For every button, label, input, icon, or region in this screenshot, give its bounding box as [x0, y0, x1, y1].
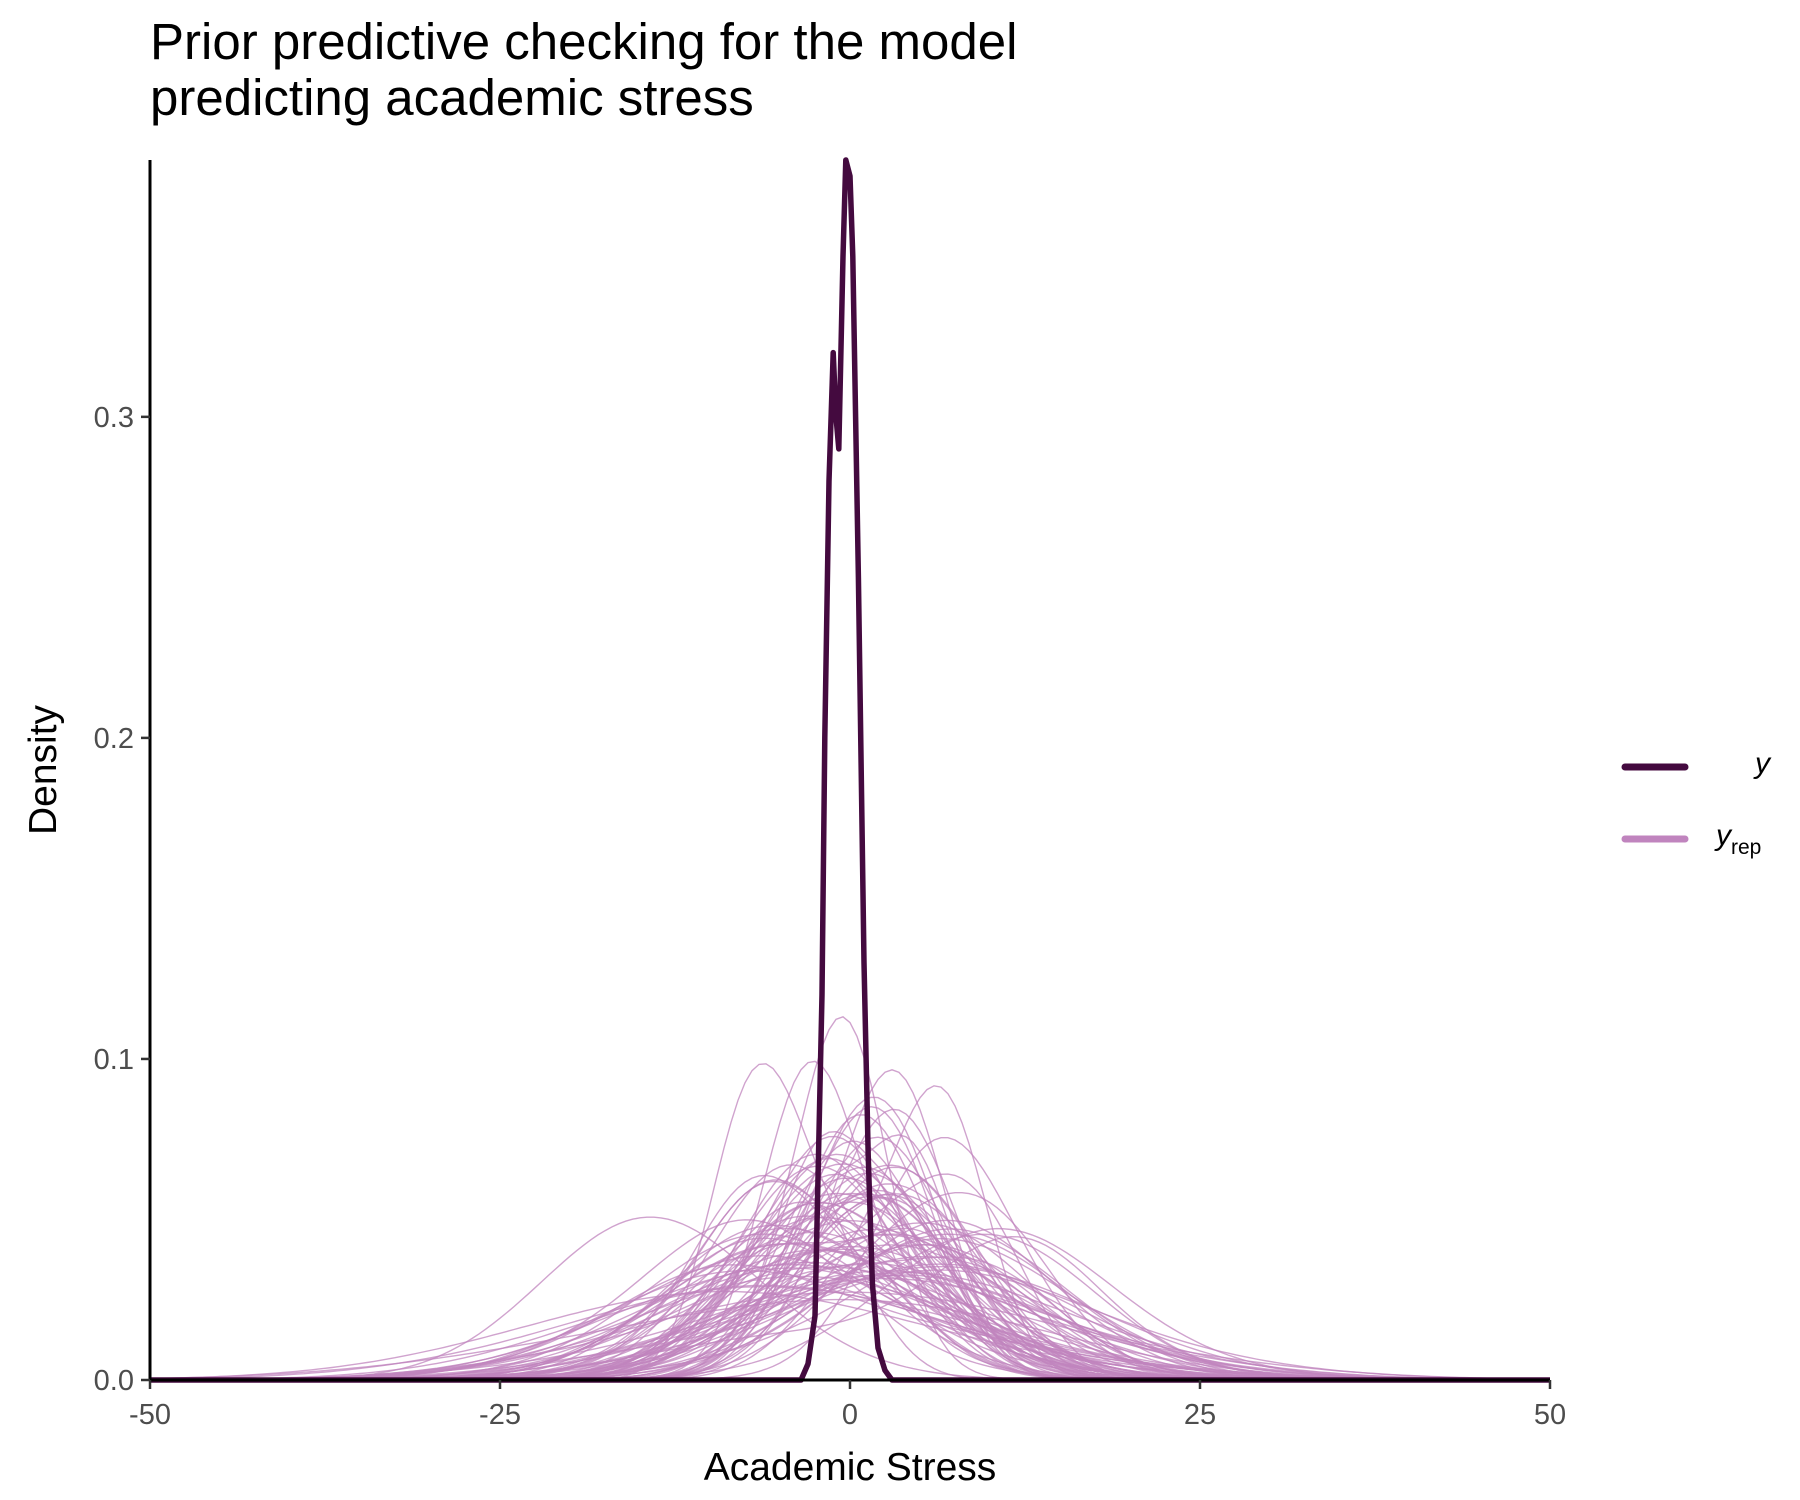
legend-label-yrep-base: y — [1714, 819, 1733, 852]
y-tick-label: 0.3 — [94, 402, 134, 434]
legend: y yrep — [1621, 747, 1772, 859]
yrep-density-curve — [150, 1196, 1550, 1381]
x-tick-label: -50 — [129, 1399, 171, 1431]
y-tick-label: 0.0 — [94, 1365, 134, 1397]
y-tick-label: 0.2 — [94, 723, 134, 755]
yrep-density-curve — [149, 1285, 1550, 1381]
y-axis-title: Density — [22, 704, 65, 835]
yrep-density-curve — [150, 1227, 1550, 1381]
chart-title: Prior predictive checking for the model … — [150, 14, 1017, 126]
y-density-curve — [150, 157, 1550, 1383]
x-axis-ticks: -50 -25 0 25 50 — [129, 1380, 1566, 1431]
yrep-density-curve — [150, 1237, 1550, 1381]
yrep-density-curve — [150, 1227, 1550, 1381]
yrep-density-curve — [150, 1134, 1550, 1381]
x-axis-title: Academic Stress — [704, 1446, 997, 1489]
yrep-density-curve — [150, 1195, 1550, 1381]
yrep-density-curve — [150, 1189, 1550, 1381]
legend-label-yrep-subscript: rep — [1731, 836, 1761, 859]
yrep-density-curve — [150, 1096, 1550, 1381]
chart-title-line-2: predicting academic stress — [150, 69, 754, 126]
yrep-density-curve — [150, 1277, 1550, 1381]
yrep-density-curve — [150, 1235, 1550, 1381]
x-tick-label: 25 — [1184, 1399, 1216, 1431]
chart-title-line-1: Prior predictive checking for the model — [150, 13, 1018, 70]
yrep-density-curve — [149, 1298, 1550, 1381]
legend-label-y: y — [1753, 747, 1772, 780]
yrep-density-curve — [149, 1290, 1550, 1381]
y-density-curve-group — [150, 157, 1550, 1383]
yrep-density-curve — [150, 1227, 1550, 1381]
yrep-density-curve — [150, 1250, 1550, 1381]
x-tick-label: -25 — [479, 1399, 521, 1431]
y-tick-label: 0.1 — [94, 1044, 134, 1076]
x-tick-label: 50 — [1534, 1399, 1566, 1431]
yrep-density-curve — [150, 1237, 1550, 1381]
y-axis-ticks: 0.0 0.1 0.2 0.3 — [94, 402, 150, 1397]
legend-label-yrep: yrep — [1714, 819, 1761, 859]
yrep-density-curves — [149, 1016, 1551, 1381]
x-tick-label: 0 — [842, 1399, 858, 1431]
